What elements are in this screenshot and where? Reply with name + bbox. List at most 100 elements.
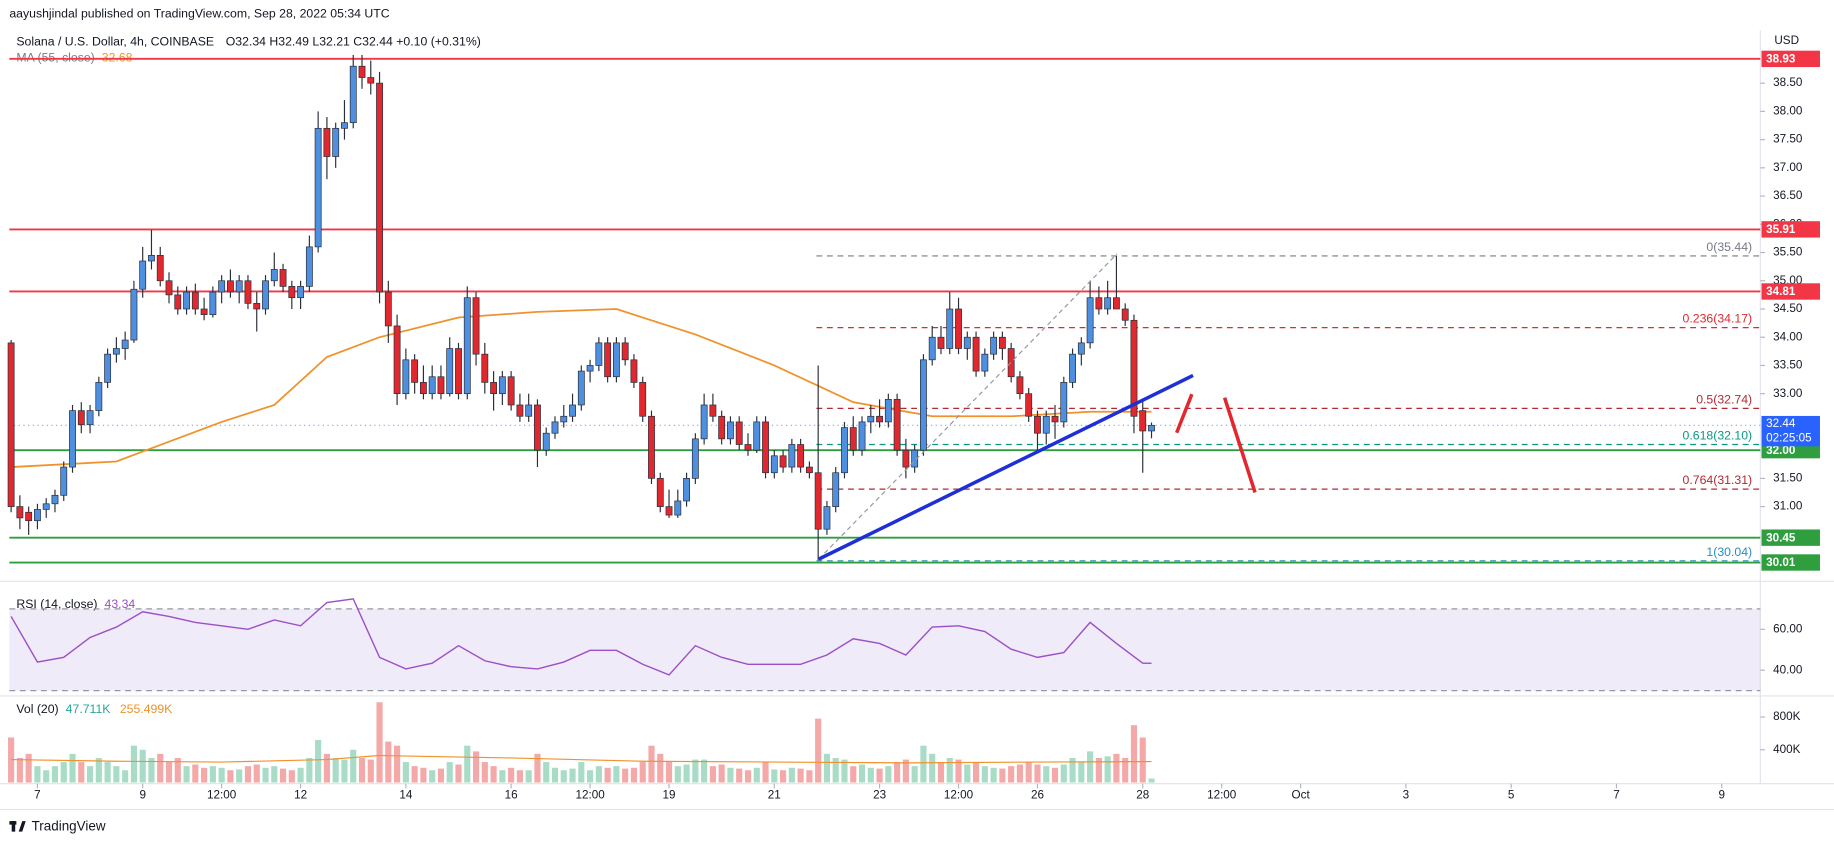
candle-body xyxy=(288,286,296,299)
candle-body xyxy=(876,415,883,423)
x-tick-label: 9 xyxy=(1718,788,1725,801)
fib-label: 0.5(32.74) xyxy=(1696,392,1752,406)
projection-arrow xyxy=(1175,393,1194,434)
plot-layers: 31.0031.5033.0033.5034.0034.5035.0035.50… xyxy=(7,54,1803,801)
candle-body xyxy=(516,404,524,417)
volume-bar xyxy=(402,762,409,783)
volume-bar xyxy=(771,769,778,783)
currency: USD xyxy=(1774,34,1799,47)
volume-bar xyxy=(192,764,199,783)
volume-bar xyxy=(60,762,67,783)
volume-bar xyxy=(69,753,76,783)
candle-body xyxy=(858,421,866,451)
candle-body xyxy=(893,398,901,451)
candle-body xyxy=(332,127,340,157)
volume-bar xyxy=(525,770,532,783)
volume-bar xyxy=(709,766,716,783)
volume-bar xyxy=(253,764,260,783)
candle-body xyxy=(604,342,612,378)
candle-body xyxy=(735,421,743,445)
volume-bar xyxy=(858,764,866,783)
x-tick-label: 5 xyxy=(1508,788,1515,801)
candle-body xyxy=(630,359,638,383)
candle-body xyxy=(305,246,313,287)
candle-body xyxy=(507,376,515,406)
candle-body xyxy=(691,438,699,479)
volume-bar xyxy=(736,768,743,783)
level-badge xyxy=(1761,554,1820,571)
candle-body xyxy=(1034,415,1041,434)
volume-bar xyxy=(894,762,901,783)
candle-body xyxy=(788,444,796,468)
volume-bar xyxy=(753,767,760,783)
x-tick-label: 12 xyxy=(294,788,307,801)
volume-bar xyxy=(683,764,690,783)
x-tick-label: 19 xyxy=(663,788,676,801)
price-badges: 38.93 35.91 34.81 32.00 30.45 30.01 32.4402:25… xyxy=(1761,50,1820,571)
volume-bar xyxy=(972,762,980,783)
volume-bar xyxy=(622,768,629,783)
volume-bar xyxy=(902,759,909,783)
candle-body xyxy=(156,255,164,282)
candle-body xyxy=(823,506,831,530)
candle-body xyxy=(165,280,173,296)
volume-bar xyxy=(551,767,559,783)
volume-bar xyxy=(604,767,611,783)
candle-body xyxy=(884,398,892,423)
volume-bar xyxy=(543,762,550,783)
volume-bar xyxy=(780,770,787,783)
candle-body xyxy=(367,77,375,84)
volume-bar xyxy=(1043,766,1050,783)
x-tick-label: 12:00 xyxy=(575,788,605,801)
x-tick-label: 12:00 xyxy=(207,788,237,801)
candle-body xyxy=(595,342,603,366)
volume-bar xyxy=(78,762,85,783)
candle-body xyxy=(226,280,234,293)
candle-body xyxy=(841,427,848,474)
y-tick-label: 34.00 xyxy=(1773,330,1803,343)
volume-bar xyxy=(271,766,278,783)
volume-tick-label: 400K xyxy=(1773,743,1801,756)
y-tick-label: 33.00 xyxy=(1773,387,1803,400)
level-badge xyxy=(1761,283,1820,300)
candle-body xyxy=(621,342,629,361)
y-tick-label: 37.00 xyxy=(1773,161,1803,174)
level-badge xyxy=(1761,529,1820,546)
candle-body xyxy=(498,376,506,395)
y-tick-label: 37.50 xyxy=(1773,133,1803,146)
rsi-tick-label: 60.00 xyxy=(1773,622,1803,635)
volume-bar xyxy=(306,757,313,783)
volume-bar xyxy=(946,757,953,783)
candle-body xyxy=(990,336,998,355)
candle-body xyxy=(665,506,673,516)
volume-bar xyxy=(569,768,576,783)
level-badge-label: 30.45 xyxy=(1766,531,1796,544)
candle-body xyxy=(112,348,120,355)
volume-bar xyxy=(1122,757,1129,783)
candle-body xyxy=(1077,342,1085,355)
candle-body xyxy=(191,291,199,310)
candle-body xyxy=(244,280,252,304)
volume-bar xyxy=(929,753,936,783)
volume-ma xyxy=(11,754,1152,764)
volume-bar xyxy=(1051,767,1059,783)
volume-bar xyxy=(815,718,822,783)
volume-bar xyxy=(981,766,988,783)
volume-bar xyxy=(595,766,602,783)
candle-body xyxy=(174,294,182,310)
volume-bar xyxy=(674,766,681,783)
level-badge xyxy=(1761,50,1820,68)
candle-body xyxy=(358,65,366,78)
level-badge-label: 30.01 xyxy=(1766,556,1796,569)
candle-body xyxy=(376,82,383,293)
volume-bar xyxy=(499,770,506,783)
candle-body xyxy=(656,478,664,507)
candle-body xyxy=(455,348,462,395)
volume-bar xyxy=(437,768,445,783)
volume-bar xyxy=(122,770,129,783)
volume-bar xyxy=(727,767,734,783)
volume-bar xyxy=(692,759,699,783)
volume-bar xyxy=(937,762,945,783)
volume-bar xyxy=(279,768,287,783)
candle-body xyxy=(867,415,875,423)
